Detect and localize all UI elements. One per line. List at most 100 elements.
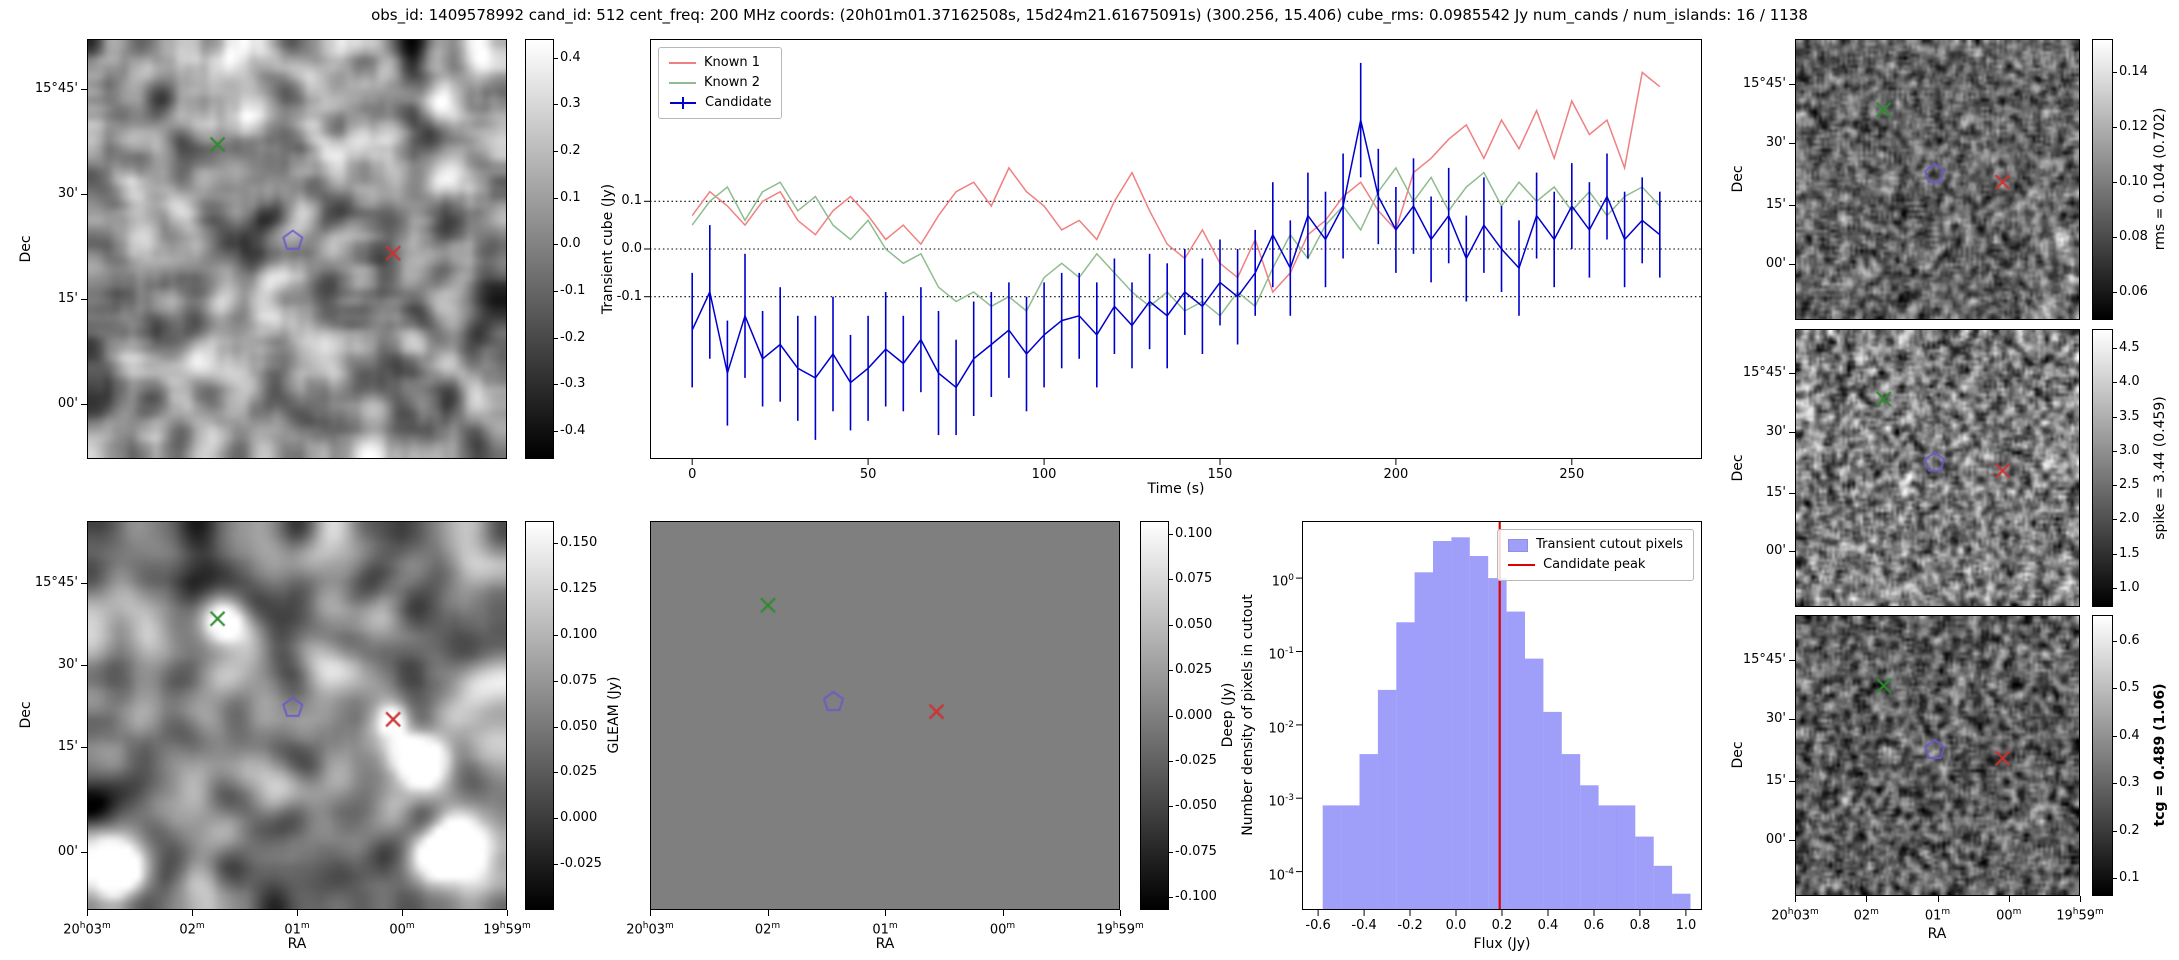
colorbar-gleam — [525, 521, 554, 910]
tick-mark — [1789, 780, 1795, 782]
tick-mark — [2113, 877, 2117, 879]
colorbar-tick: 0.4 — [2119, 727, 2140, 743]
tick-mark — [1169, 624, 1173, 626]
ra-tick: 02m — [754, 921, 781, 938]
lc-y-tick: -0.1 — [616, 288, 642, 304]
flux-tick: -0.2 — [1397, 918, 1423, 933]
tick-mark — [554, 772, 558, 774]
legend-line-sample — [669, 62, 696, 64]
colorbar-tick: 0.0 — [560, 236, 581, 252]
dec-tick: 00' — [1765, 831, 1786, 847]
tick-mark — [2113, 587, 2117, 589]
colorbar-rms — [2092, 39, 2113, 320]
colorbar-tick: 0.025 — [560, 764, 598, 780]
tick-mark — [650, 910, 651, 916]
ra-tick: 20h03m — [63, 921, 111, 938]
dec-tick: 15°45' — [1742, 75, 1786, 91]
lightcurve-legend: Known 1 Known 2 Candidate — [658, 47, 783, 119]
flux-tick: 0.0 — [1445, 918, 1467, 933]
ra-tick: 02m — [1853, 907, 1879, 924]
colorbar-tick: -0.100 — [1175, 889, 1217, 905]
tick-mark — [2008, 896, 2010, 902]
tick-mark — [2113, 450, 2117, 452]
legend-errorbar-sample — [670, 97, 696, 109]
flux-tick: 1.0 — [1675, 918, 1697, 933]
tick-mark — [81, 194, 87, 196]
tick-mark — [507, 910, 508, 916]
tick-mark — [554, 726, 558, 728]
ra-tick: 00m — [1996, 907, 2022, 924]
colorbar-tick: 0.075 — [1175, 571, 1213, 587]
hist-y-tick: 10-4 — [1268, 866, 1294, 883]
ra-tick: 01m — [1924, 907, 1951, 924]
dec-tick: 15' — [1765, 485, 1786, 501]
tick-mark — [2113, 182, 2117, 184]
colorbar-tick: 0.150 — [560, 535, 598, 551]
legend-line-sample — [669, 82, 696, 84]
tick-mark — [2113, 382, 2117, 384]
tick-mark — [1789, 839, 1795, 841]
tick-mark — [81, 583, 87, 585]
time-tick: 50 — [859, 467, 877, 482]
legend-patch-sample — [1508, 538, 1529, 552]
tick-mark — [1789, 373, 1795, 375]
tick-mark — [1169, 806, 1173, 808]
ra-tick: 19h59m — [483, 921, 531, 938]
colorbar-tick: -0.4 — [560, 423, 586, 438]
tick-mark — [554, 864, 558, 866]
tick-mark — [1789, 142, 1795, 144]
hist-y-tick: 10-2 — [1268, 719, 1294, 737]
tick-mark — [81, 746, 87, 748]
tick-mark — [1169, 715, 1173, 717]
colorbar-deep-label: Deep (Jy) — [1220, 682, 1236, 748]
tick-mark — [81, 664, 87, 666]
flux-tick: 0.2 — [1491, 918, 1513, 933]
figure-title: obs_id: 1409578992 cand_id: 512 cent_fre… — [371, 6, 1808, 24]
colorbar-transient-label: Transient cube (Jy) — [600, 183, 616, 315]
colorbar-tick: -0.025 — [560, 856, 602, 872]
colorbar-tick: 1.0 — [2119, 579, 2140, 595]
tick-mark — [1169, 760, 1173, 762]
colorbar-tick: 0.12 — [2119, 119, 2148, 135]
colorbar-spike-label: spike = 3.44 (0.459) — [2152, 396, 2168, 540]
ra-tick: 01m — [872, 921, 898, 938]
tick-mark — [2113, 641, 2117, 643]
dec-tick: 15' — [1765, 772, 1786, 788]
panel-rms-cutout — [1795, 39, 2080, 320]
colorbar-tick: 0.000 — [560, 810, 598, 826]
time-tick: 0 — [688, 467, 697, 482]
tick-mark — [554, 431, 558, 432]
tick-mark — [192, 910, 193, 916]
colorbar-spike — [2092, 329, 2113, 607]
dec-tick: 15°45' — [34, 575, 78, 591]
colorbar-tick: 0.100 — [1175, 525, 1213, 541]
colorbar-tick: 2.5 — [2119, 477, 2140, 493]
colorbar-rms-label: rms = 0.104 (0.702) — [2152, 107, 2168, 251]
tick-mark — [885, 910, 886, 916]
rms-cutout-image — [1796, 40, 2079, 319]
flux-axis-label: Flux (Jy) — [1473, 936, 1531, 952]
colorbar-tick: 0.5 — [2119, 680, 2140, 696]
tick-mark — [554, 680, 558, 682]
panel-lightcurve — [644, 39, 1702, 465]
dec-tick: 30' — [1765, 710, 1786, 726]
ra-tick: 20h03m — [626, 921, 674, 938]
panel-flux-histogram — [1296, 521, 1702, 916]
flux-tick: 0.8 — [1629, 918, 1651, 933]
tick-mark — [554, 291, 558, 292]
tick-mark — [2113, 830, 2117, 832]
tick-mark — [554, 543, 558, 545]
histogram-y-axis-label: Number density of pixels in cutout — [1240, 594, 1256, 836]
colorbar-tick: 0.100 — [560, 626, 598, 642]
legend-label: Candidate — [705, 95, 772, 110]
colorbar-deep — [1140, 521, 1169, 910]
tick-mark — [87, 910, 88, 916]
dec-tick: 00' — [1765, 543, 1786, 559]
legend-line-sample — [1508, 564, 1536, 566]
time-tick: 100 — [1031, 467, 1057, 482]
dec-tick: 15°45' — [1742, 651, 1786, 667]
tick-mark — [81, 299, 87, 301]
tick-mark — [1937, 896, 1939, 902]
tick-mark — [1789, 718, 1795, 720]
colorbar-tick: 4.5 — [2119, 340, 2140, 356]
